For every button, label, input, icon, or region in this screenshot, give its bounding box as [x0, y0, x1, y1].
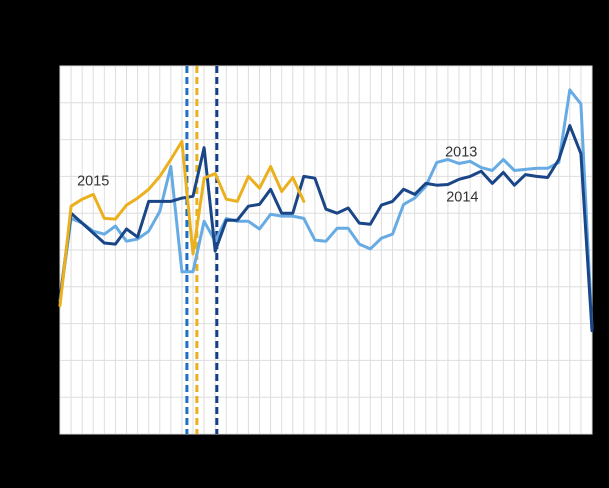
series-label-2015: 2015: [77, 173, 109, 189]
series-label-2013: 2013: [445, 144, 477, 160]
series-line-2014: [58, 124, 594, 333]
series-line-2015: [58, 139, 306, 308]
series-line-2013: [58, 88, 594, 331]
series-label-2014: 2014: [446, 189, 478, 205]
